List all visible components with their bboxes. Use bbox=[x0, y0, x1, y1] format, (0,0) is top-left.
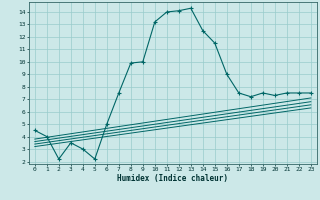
X-axis label: Humidex (Indice chaleur): Humidex (Indice chaleur) bbox=[117, 174, 228, 183]
